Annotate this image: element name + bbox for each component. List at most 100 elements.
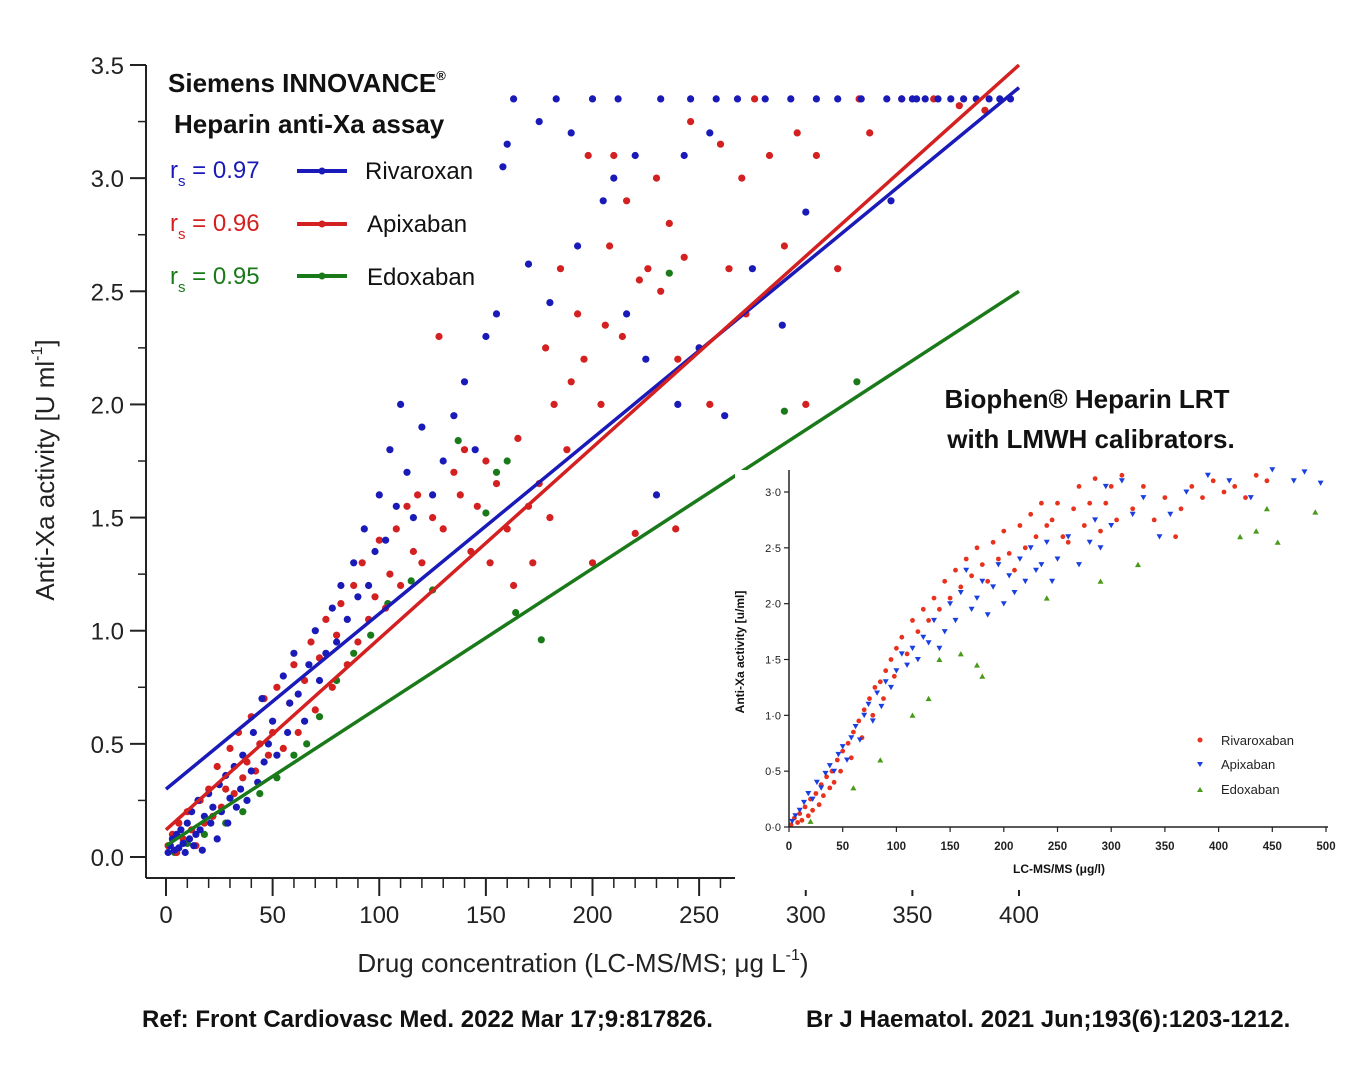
main-y-tick-label: 2.5 [91, 279, 124, 306]
main-point-apixaban [354, 638, 362, 646]
main-chart: 0.0 0.5 1.0 1.5 2.0 2.5 3.0 3.5 0 50 100 150 200 250 3… [29, 53, 1039, 978]
inset-point-rivaroxaban [1012, 567, 1017, 573]
main-point-apixaban [652, 174, 661, 182]
main-point-edoxaban [537, 636, 545, 644]
inset-point-apixaban [822, 770, 829, 777]
main-point-apixaban [631, 529, 639, 538]
main-point-edoxaban [290, 751, 298, 759]
inset-point-apixaban [839, 744, 846, 750]
main-point-apixaban [567, 378, 575, 386]
inset-point-rivaroxaban [942, 578, 948, 584]
main-x-tick-label: 150 [466, 902, 506, 929]
main-point-apixaban [674, 355, 682, 363]
inset-point-rivaroxaban [1028, 511, 1034, 517]
inset-point-apixaban [835, 751, 842, 758]
inset-point-edoxaban [850, 785, 857, 791]
main-point-apixaban [751, 95, 759, 103]
inset-point-rivaroxaban [1049, 517, 1055, 523]
main-point-apixaban [623, 197, 631, 205]
inset-point-rivaroxaban [985, 578, 991, 584]
inset-point-apixaban [874, 690, 881, 696]
main-point-rivaroxan [286, 699, 294, 707]
inset-point-apixaban [936, 645, 943, 652]
inset-point-apixaban [925, 640, 932, 646]
main-point-rivaroxan [247, 767, 255, 775]
inset-point-apixaban [963, 567, 970, 573]
inset-point-edoxaban [1237, 533, 1244, 540]
main-point-rivaroxan [175, 844, 183, 852]
inset-point-apixaban [809, 796, 816, 802]
inset-point-rivaroxaban [979, 562, 985, 567]
main-point-edoxaban [239, 808, 247, 816]
main-point-apixaban [350, 581, 358, 590]
legend-entry-edoxaban: rs = 0.95 Edoxaban [170, 263, 475, 296]
inset-point-rivaroxaban [848, 755, 854, 761]
main-point-rivaroxan [887, 197, 895, 205]
inset-point-apixaban [1054, 556, 1061, 562]
main-y-tick-label: 0.0 [91, 845, 124, 872]
main-point-rivaroxan [960, 95, 968, 103]
main-point-edoxaban [256, 790, 264, 798]
inset-point-rivaroxaban [883, 668, 889, 674]
inset-point-apixaban [865, 701, 872, 707]
inset-point-rivaroxaban [861, 707, 867, 713]
main-fit-lines-layer [164, 63, 1021, 848]
inset-point-apixaban [1108, 523, 1115, 529]
inset-point-rivaroxaban [795, 820, 800, 825]
main-point-rivaroxan [429, 491, 437, 499]
main-point-edoxaban [367, 631, 375, 639]
inset-point-edoxaban [1253, 528, 1260, 534]
inset-point-rivaroxaban [813, 791, 819, 796]
main-point-rivaroxan [350, 559, 358, 567]
main-point-rivaroxan [687, 95, 695, 103]
inset-point-apixaban [796, 807, 803, 813]
main-point-rivaroxan [207, 819, 215, 827]
main-point-rivaroxan [177, 826, 185, 834]
main-point-apixaban [509, 581, 518, 590]
main-point-apixaban [580, 355, 588, 363]
inset-x-tick-label: 0 [786, 841, 792, 853]
main-point-rivaroxan [503, 140, 511, 148]
inset-point-rivaroxaban [1232, 484, 1238, 489]
main-point-rivaroxan [365, 581, 373, 590]
legend-entry-rivaroxan: rs = 0.97 Rivaroxan [170, 157, 473, 190]
main-point-rivaroxan [232, 803, 240, 811]
main-point-apixaban [588, 559, 597, 567]
registered-mark: ® [436, 68, 446, 83]
inset-point-apixaban [818, 785, 825, 791]
main-y-tick-label: 2.0 [91, 392, 124, 419]
inset-point-rivaroxaban [1055, 500, 1060, 506]
inset-point-rivaroxaban [1087, 500, 1093, 506]
inset-point-apixaban [878, 703, 885, 710]
main-point-edoxaban [492, 468, 501, 476]
inset-point-apixaban [974, 595, 980, 601]
main-point-rivaroxan [311, 627, 319, 635]
inset-point-apixaban [789, 818, 796, 825]
inset-point-edoxaban [1097, 578, 1104, 584]
main-point-rivaroxan [260, 758, 268, 766]
inset-point-rivaroxaban [1092, 476, 1098, 481]
inset-point-apixaban [947, 601, 954, 607]
inset-point-rivaroxaban [1033, 534, 1039, 540]
inset-point-edoxaban [909, 712, 916, 718]
main-chart-subtitle: Heparin anti-Xa assay [174, 109, 445, 139]
main-point-rivaroxan [834, 95, 842, 103]
legend-marker-rivaroxan [318, 167, 326, 175]
main-point-edoxaban [665, 269, 673, 277]
main-point-rivaroxan [224, 819, 232, 827]
main-point-apixaban [273, 683, 281, 691]
inset-point-apixaban [1102, 483, 1109, 490]
legend-label-edoxaban: Edoxaban [367, 264, 475, 291]
main-point-rivaroxan [482, 332, 490, 341]
main-point-rivaroxan [680, 151, 688, 160]
inset-point-rivaroxaban [1119, 472, 1125, 478]
inset-point-rivaroxaban [1114, 517, 1119, 523]
inset-point-rivaroxaban [926, 618, 931, 623]
main-point-apixaban [644, 265, 652, 273]
main-point-apixaban [386, 570, 394, 578]
main-point-rivaroxan [812, 95, 821, 103]
main-point-apixaban [514, 434, 522, 442]
main-point-rivaroxan [588, 95, 597, 103]
main-point-apixaban [955, 102, 963, 110]
inset-point-rivaroxaban [805, 813, 811, 819]
